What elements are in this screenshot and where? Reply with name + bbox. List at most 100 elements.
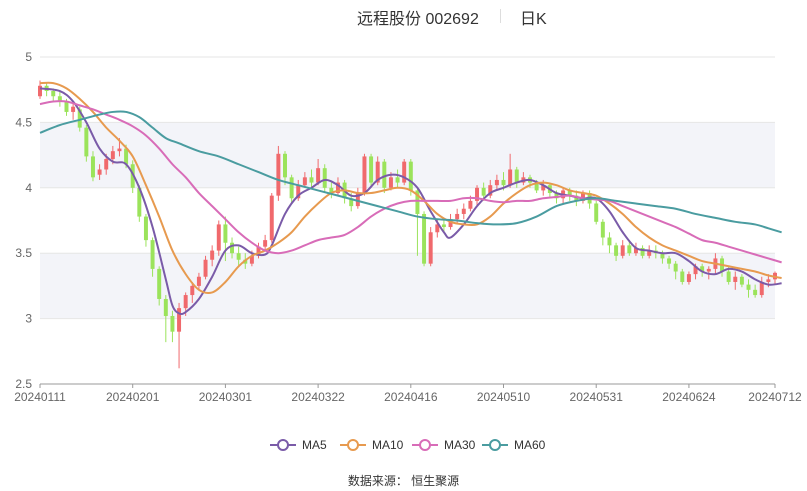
x-tick-label: 20240712 xyxy=(748,390,802,404)
grid-band xyxy=(40,253,775,319)
candle-body xyxy=(481,187,486,196)
candle-body xyxy=(594,203,599,222)
candle-body xyxy=(203,259,208,277)
candle-body xyxy=(97,169,102,175)
legend-item-ma5[interactable]: MA5 xyxy=(270,436,327,454)
x-tick-label: 20240624 xyxy=(662,390,716,404)
candle-body xyxy=(627,245,632,254)
candle-body xyxy=(693,266,698,275)
x-tick-label: 20240510 xyxy=(477,390,531,404)
legend-item-ma10[interactable]: MA10 xyxy=(340,436,403,454)
period-label: 日K xyxy=(520,11,547,28)
x-tick-label: 20240301 xyxy=(199,390,253,404)
candle-body xyxy=(534,182,539,191)
legend-label-ma60: MA60 xyxy=(514,438,546,452)
candle-body xyxy=(567,190,572,196)
candle-body xyxy=(640,247,645,256)
chart-header: 远程股份 002692 日K xyxy=(0,5,807,28)
legend: MA5 MA10 MA30 MA60 xyxy=(0,436,807,454)
candle-body xyxy=(667,258,672,264)
candle-body xyxy=(408,161,413,191)
candle-body xyxy=(607,237,612,246)
line-ma5 xyxy=(39,87,782,316)
candle-body xyxy=(77,109,82,128)
x-tick-label: 20240416 xyxy=(384,390,438,404)
candle-body xyxy=(335,182,340,194)
legend-marker-ma60-icon xyxy=(482,439,508,451)
candle-body xyxy=(124,148,129,165)
candle-body xyxy=(753,289,758,296)
x-tick-label: 20240201 xyxy=(106,390,160,404)
candle-body xyxy=(57,96,62,102)
legend-item-ma60[interactable]: MA60 xyxy=(482,436,545,454)
line-ma10 xyxy=(39,81,782,295)
candle-body xyxy=(541,185,546,191)
candle-body xyxy=(236,253,241,260)
candle-body xyxy=(441,224,446,228)
legend-marker-ma30-icon xyxy=(412,439,438,451)
candle-body xyxy=(177,308,182,332)
candle-body xyxy=(276,153,281,196)
candle-body xyxy=(355,193,360,207)
candle-body xyxy=(501,179,506,186)
legend-label-ma5: MA5 xyxy=(302,438,327,452)
y-tick-label: 4.5 xyxy=(15,115,32,129)
candle-body xyxy=(422,213,427,264)
candle-body xyxy=(163,298,168,316)
y-tick-label: 3.5 xyxy=(15,246,32,260)
candle-body xyxy=(375,161,380,183)
candle-body xyxy=(700,266,705,272)
candle-body xyxy=(706,268,711,272)
candle-body xyxy=(362,156,367,194)
chart-title: 远程股份 002692 xyxy=(357,11,479,28)
candle-body xyxy=(51,91,56,97)
candle-body xyxy=(435,224,440,233)
candle-body xyxy=(415,190,420,214)
candle-body xyxy=(196,276,201,286)
candle-body xyxy=(494,179,499,186)
candle-body xyxy=(647,250,652,256)
candle-body xyxy=(110,151,115,160)
candle-body xyxy=(296,185,301,199)
candle-body xyxy=(38,85,42,97)
candle-body xyxy=(349,198,354,207)
candle-body xyxy=(117,148,122,152)
candle-body xyxy=(468,200,473,209)
candles xyxy=(38,80,777,369)
moving-average-lines xyxy=(39,81,782,316)
candle-body xyxy=(230,242,235,254)
candle-body xyxy=(554,193,559,199)
candle-body xyxy=(614,245,619,256)
candle-body xyxy=(766,279,771,282)
candle-body xyxy=(514,169,519,183)
legend-item-ma30[interactable]: MA30 xyxy=(412,436,475,454)
candle-body xyxy=(269,195,274,241)
candle-body xyxy=(104,159,109,170)
candle-body xyxy=(455,213,460,220)
candle-body xyxy=(84,127,89,157)
candle-body xyxy=(580,193,585,201)
candle-body xyxy=(316,168,321,183)
candle-body xyxy=(428,232,433,264)
legend-label-ma30: MA30 xyxy=(444,438,476,452)
legend-marker-ma5-icon xyxy=(270,439,296,451)
candle-body xyxy=(395,177,400,183)
candle-body xyxy=(243,259,248,264)
candle-body xyxy=(302,177,307,186)
candle-body xyxy=(256,246,261,256)
candle-body xyxy=(600,221,605,238)
candle-body xyxy=(733,276,738,282)
candle-body xyxy=(216,224,221,251)
y-tick-label: 4 xyxy=(25,181,32,195)
y-axis: 2.5 3 3.5 4 4.5 5 xyxy=(15,50,32,391)
candle-body xyxy=(329,187,334,194)
candle-body xyxy=(726,271,731,282)
y-tick-label: 3 xyxy=(25,312,32,326)
candle-body xyxy=(183,295,188,309)
candle-body xyxy=(223,224,228,243)
candle-body xyxy=(680,271,685,282)
legend-label-ma10: MA10 xyxy=(372,438,404,452)
candle-body xyxy=(190,285,195,296)
candle-body xyxy=(759,281,764,296)
candle-body xyxy=(488,185,493,196)
